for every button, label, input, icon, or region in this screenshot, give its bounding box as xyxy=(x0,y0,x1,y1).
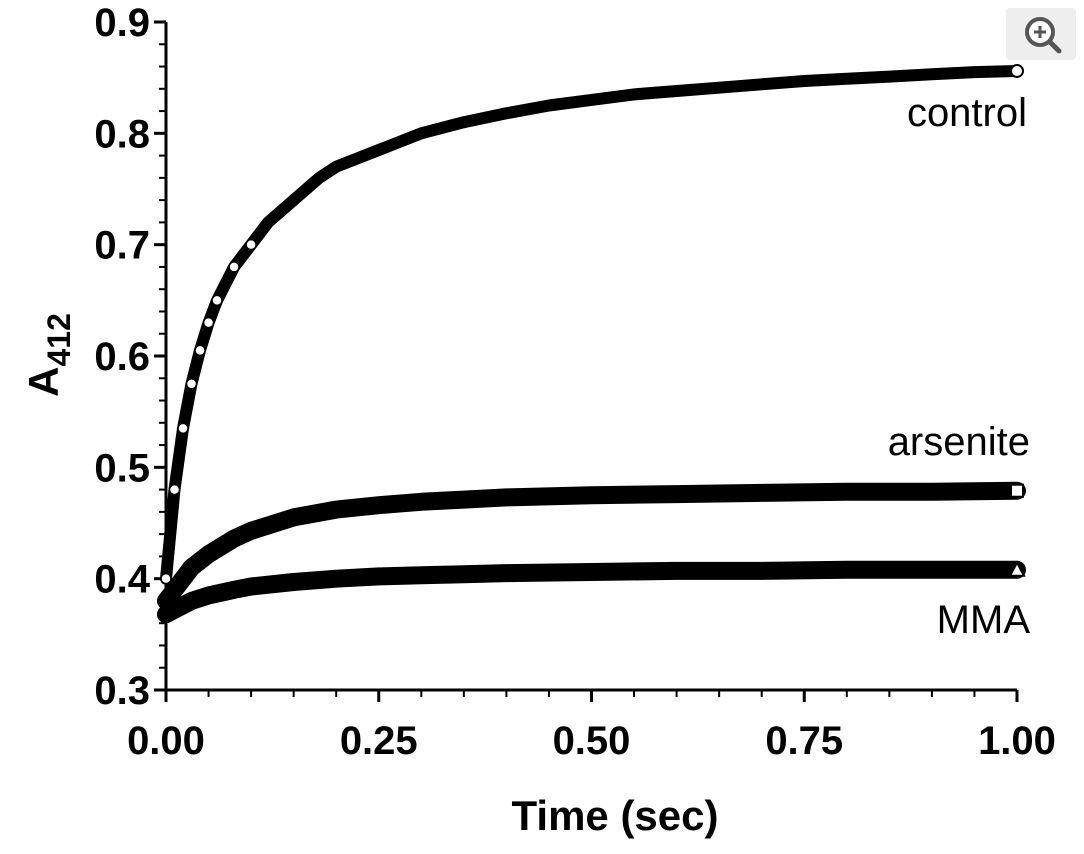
y-tick-label: 0.8 xyxy=(94,112,150,156)
zoom-button[interactable] xyxy=(1006,8,1076,60)
series-line xyxy=(160,65,1023,585)
x-tick-label: 0.50 xyxy=(553,719,631,763)
y-tick-label: 0.9 xyxy=(94,1,150,45)
y-tick-label: 0.3 xyxy=(94,669,150,713)
series-line xyxy=(157,481,1026,610)
x-tick-label: 0.00 xyxy=(127,719,205,763)
y-tick-label: 0.5 xyxy=(94,446,150,490)
series-label-arsenite: arsenite xyxy=(888,420,1030,464)
series-mma xyxy=(157,560,1026,624)
data-point xyxy=(202,316,215,329)
y-axis-title-subscript: 412 xyxy=(41,313,77,366)
end-marker-triangle xyxy=(1008,560,1026,577)
end-marker-circle xyxy=(1010,63,1024,78)
series-layer xyxy=(157,63,1026,624)
x-tick-label: 0.25 xyxy=(340,719,418,763)
series-control xyxy=(160,63,1024,585)
x-axis-title: Time (sec) xyxy=(512,792,719,839)
svg-text:A412: A412 xyxy=(20,313,77,397)
y-tick-label: 0.7 xyxy=(94,224,150,268)
data-point xyxy=(211,294,223,307)
x-tick-label: 1.00 xyxy=(978,719,1056,763)
series-line xyxy=(157,560,1026,624)
data-point xyxy=(160,572,172,585)
y-axis-title: A412 xyxy=(20,313,77,397)
series-label-mma: MMA xyxy=(937,598,1031,642)
end-marker-square xyxy=(1010,483,1024,498)
data-point xyxy=(194,344,206,357)
zoom-in-icon xyxy=(1025,17,1062,54)
x-ticks: 0.00 0.25 0.50 0.75 1.00 xyxy=(127,690,1056,763)
data-point xyxy=(177,422,189,435)
data-point xyxy=(245,238,257,251)
data-point xyxy=(168,483,181,496)
x-tick-label: 0.75 xyxy=(765,719,843,763)
y-axis-title-main: A xyxy=(20,367,67,397)
y-ticks: 0.3 0.4 0.5 0.6 0.7 0.8 0.9 xyxy=(94,1,166,713)
data-point xyxy=(185,378,198,390)
y-tick-label: 0.4 xyxy=(94,558,150,602)
series-label-control: control xyxy=(907,91,1027,135)
data-point xyxy=(228,261,240,273)
y-tick-label: 0.6 xyxy=(94,335,150,379)
series-arsenite xyxy=(157,481,1026,610)
